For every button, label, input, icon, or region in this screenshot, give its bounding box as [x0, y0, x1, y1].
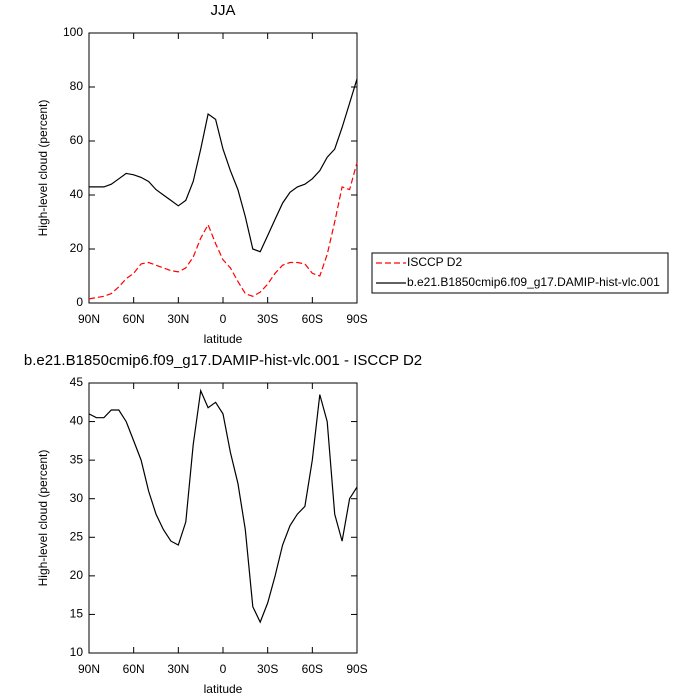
legend-label: ISCCP D2	[407, 255, 462, 269]
x-tick-label: 90S	[346, 662, 367, 676]
y-tick-label: 15	[70, 607, 84, 621]
data-line	[89, 78, 358, 253]
x-tick-label: 90N	[78, 662, 100, 676]
x-tick-label: 60S	[302, 312, 323, 326]
legend-box	[371, 252, 669, 294]
x-tick-label: 30N	[167, 662, 189, 676]
x-tick-label: 60S	[302, 662, 323, 676]
y-axis-label: High-level cloud (percent)	[36, 100, 50, 237]
chart-title: b.e21.B1850cmip6.f09_g17.DAMIP-hist-vlc.…	[24, 352, 422, 369]
x-tick-label: 0	[220, 662, 227, 676]
x-tick-label: 30N	[167, 312, 189, 326]
chart-title: JJA	[210, 2, 235, 19]
x-tick-label: 30S	[257, 662, 278, 676]
x-tick-label: 60N	[123, 312, 145, 326]
y-tick-label: 40	[70, 414, 84, 428]
y-tick-label: 20	[70, 568, 84, 582]
y-tick-label: 60	[70, 133, 84, 147]
y-axis-label: High-level cloud (percent)	[36, 450, 50, 587]
x-tick-label: 30S	[257, 312, 278, 326]
y-tick-label: 30	[70, 491, 84, 505]
y-tick-label: 25	[70, 529, 84, 543]
plot-frame	[88, 32, 358, 304]
y-tick-label: 80	[70, 79, 84, 93]
x-tick-label: 90S	[346, 312, 367, 326]
data-line	[88, 162, 358, 300]
y-tick-label: 35	[70, 452, 84, 466]
x-axis-label: latitude	[204, 332, 243, 346]
y-tick-label: 40	[70, 187, 84, 201]
x-tick-label: 90N	[78, 312, 100, 326]
y-tick-label: 10	[70, 645, 84, 659]
y-tick-label: 20	[70, 241, 84, 255]
x-tick-label: 60N	[123, 662, 145, 676]
legend-label: b.e21.B1850cmip6.f09_g17.DAMIP-hist-vlc.…	[407, 275, 660, 289]
data-line	[88, 388, 358, 624]
x-tick-label: 0	[220, 312, 227, 326]
y-tick-label: 100	[63, 25, 83, 39]
y-tick-label: 0	[76, 295, 83, 309]
y-tick-label: 45	[70, 375, 84, 389]
x-axis-label: latitude	[204, 682, 243, 696]
